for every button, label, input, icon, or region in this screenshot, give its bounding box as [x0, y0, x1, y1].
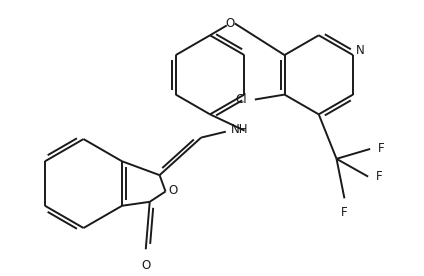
- Text: O: O: [168, 184, 178, 197]
- Text: F: F: [341, 206, 348, 219]
- Text: F: F: [378, 142, 385, 155]
- Text: N: N: [356, 44, 365, 57]
- Text: Cl: Cl: [235, 93, 247, 106]
- Text: O: O: [141, 259, 151, 272]
- Text: O: O: [225, 17, 234, 30]
- Text: F: F: [376, 170, 383, 183]
- Text: NH: NH: [231, 123, 248, 136]
